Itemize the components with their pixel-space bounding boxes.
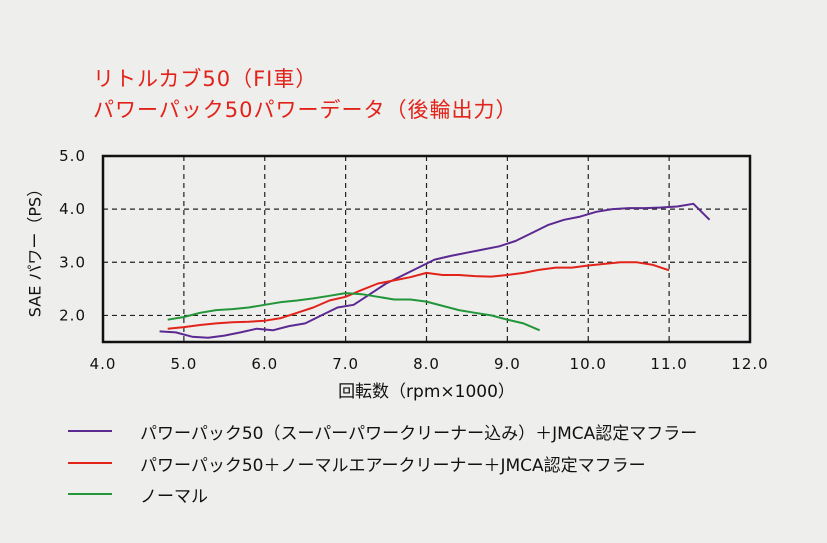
y-tick-label: 4.0	[59, 200, 86, 218]
x-tick-label: 7.0	[332, 355, 359, 373]
tick-labels: 4.0 5.0 6.0 7.0 8.0 9.0 10.0 11.0 12.0 2.0 3.0 4.0 5…	[59, 147, 768, 373]
legend-swatch	[68, 430, 112, 432]
x-tick-label: 9.0	[494, 355, 521, 373]
legend-label: パワーパック50（スーパーパワークリーナー込み）＋JMCA認定マフラー	[140, 423, 698, 444]
series-lines	[159, 202, 711, 339]
chart-title-line-2: パワーパック50パワーデータ（後輪出力）	[93, 98, 518, 122]
legend-item: パワーパック50＋ノーマルエアークリーナー＋JMCA認定マフラー	[68, 451, 646, 476]
series-line-1	[159, 202, 711, 339]
series-line-2	[167, 261, 670, 330]
legend-label: ノーマル	[140, 486, 208, 507]
y-axis-label: SAE パワー（PS）	[26, 181, 45, 317]
x-tick-label: 5.0	[170, 355, 197, 373]
x-tick-label: 4.0	[90, 355, 117, 373]
x-axis-label: 回転数（rpm×1000）	[338, 382, 515, 402]
legend-label: パワーパック50＋ノーマルエアークリーナー＋JMCA認定マフラー	[140, 455, 646, 476]
y-tick-label: 3.0	[59, 253, 86, 271]
chart-title-line-1: リトルカブ50（FI車）	[93, 67, 318, 91]
y-tick-label: 2.0	[59, 306, 86, 324]
legend-swatch	[68, 493, 112, 495]
x-tick-label: 11.0	[650, 355, 687, 373]
x-tick-label: 10.0	[570, 355, 607, 373]
legend-item: パワーパック50（スーパーパワークリーナー込み）＋JMCA認定マフラー	[68, 419, 698, 444]
x-tick-label: 8.0	[413, 355, 440, 373]
x-tick-label: 6.0	[251, 355, 278, 373]
legend-item: ノーマル	[68, 482, 208, 507]
y-tick-label: 5.0	[59, 147, 86, 165]
legend-swatch	[68, 462, 112, 464]
x-tick-label: 12.0	[731, 355, 768, 373]
grid	[103, 156, 750, 342]
plot-frame	[101, 154, 752, 344]
series-line-3	[167, 292, 541, 332]
